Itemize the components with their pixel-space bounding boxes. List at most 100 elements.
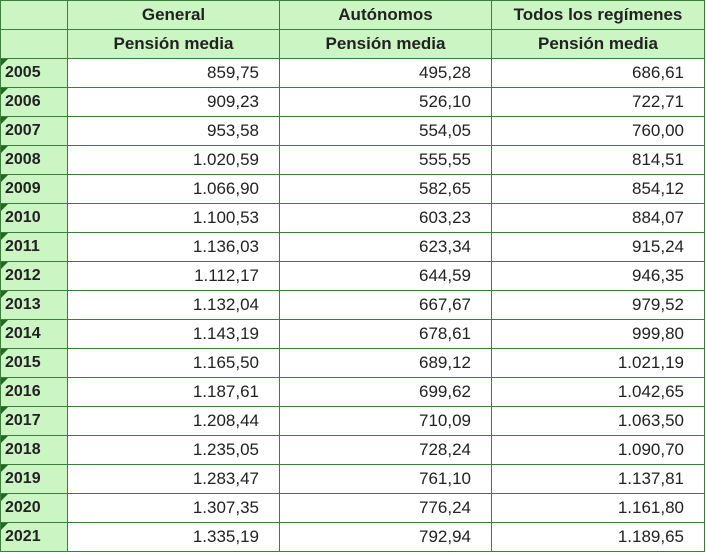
corner-cell[interactable] bbox=[0, 0, 68, 30]
year-cell[interactable]: 2013 bbox=[0, 290, 68, 320]
general-cell[interactable]: 1.165,50 bbox=[67, 348, 280, 378]
table-row: 2009 1.066,90 582,65 854,12 bbox=[0, 174, 705, 204]
general-cell[interactable]: 1.136,03 bbox=[67, 232, 280, 262]
todos-cell[interactable]: 1.021,19 bbox=[491, 348, 705, 378]
todos-cell[interactable]: 1.189,65 bbox=[491, 522, 705, 552]
todos-cell[interactable]: 1.161,80 bbox=[491, 493, 705, 523]
autonomos-cell[interactable]: 667,67 bbox=[279, 290, 492, 320]
general-cell[interactable]: 1.020,59 bbox=[67, 145, 280, 175]
autonomos-cell[interactable]: 554,05 bbox=[279, 116, 492, 146]
table-row: 2013 1.132,04 667,67 979,52 bbox=[0, 290, 705, 320]
general-cell[interactable]: 1.187,61 bbox=[67, 377, 280, 407]
todos-cell[interactable]: 884,07 bbox=[491, 203, 705, 233]
todos-cell[interactable]: 1.137,81 bbox=[491, 464, 705, 494]
general-cell[interactable]: 953,58 bbox=[67, 116, 280, 146]
todos-cell[interactable]: 686,61 bbox=[491, 58, 705, 88]
year-cell[interactable]: 2019 bbox=[0, 464, 68, 494]
cell-indicator-icon bbox=[1, 117, 8, 124]
general-cell[interactable]: 1.132,04 bbox=[67, 290, 280, 320]
year-label: 2016 bbox=[5, 383, 41, 400]
todos-cell[interactable]: 1.042,65 bbox=[491, 377, 705, 407]
table-row: 2011 1.136,03 623,34 915,24 bbox=[0, 232, 705, 262]
general-cell[interactable]: 1.235,05 bbox=[67, 435, 280, 465]
autonomos-cell[interactable]: 644,59 bbox=[279, 261, 492, 291]
year-cell[interactable]: 2018 bbox=[0, 435, 68, 465]
year-label: 2021 bbox=[5, 528, 41, 545]
table-row: 2005 859,75 495,28 686,61 bbox=[0, 58, 705, 88]
autonomos-cell[interactable]: 603,23 bbox=[279, 203, 492, 233]
subheader-general[interactable]: Pensión media bbox=[67, 29, 280, 59]
year-cell[interactable]: 2009 bbox=[0, 174, 68, 204]
year-cell[interactable]: 2020 bbox=[0, 493, 68, 523]
year-label: 2010 bbox=[5, 209, 41, 226]
autonomos-cell[interactable]: 526,10 bbox=[279, 87, 492, 117]
subheader-autonomos[interactable]: Pensión media bbox=[279, 29, 492, 59]
cell-indicator-icon bbox=[1, 407, 8, 414]
todos-cell[interactable]: 1.090,70 bbox=[491, 435, 705, 465]
todos-cell[interactable]: 760,00 bbox=[491, 116, 705, 146]
year-cell[interactable]: 2015 bbox=[0, 348, 68, 378]
general-cell[interactable]: 1.100,53 bbox=[67, 203, 280, 233]
general-cell[interactable]: 909,23 bbox=[67, 87, 280, 117]
table-row: 2010 1.100,53 603,23 884,07 bbox=[0, 203, 705, 233]
todos-cell[interactable]: 854,12 bbox=[491, 174, 705, 204]
year-cell[interactable]: 2017 bbox=[0, 406, 68, 436]
todos-cell[interactable]: 946,35 bbox=[491, 261, 705, 291]
autonomos-cell[interactable]: 792,94 bbox=[279, 522, 492, 552]
header-todos[interactable]: Todos los regímenes bbox=[491, 0, 705, 30]
year-cell[interactable]: 2014 bbox=[0, 319, 68, 349]
year-label: 2009 bbox=[5, 180, 41, 197]
general-cell[interactable]: 1.335,19 bbox=[67, 522, 280, 552]
year-cell[interactable]: 2021 bbox=[0, 522, 68, 552]
table-row: 2006 909,23 526,10 722,71 bbox=[0, 87, 705, 117]
todos-cell[interactable]: 999,80 bbox=[491, 319, 705, 349]
year-cell[interactable]: 2016 bbox=[0, 377, 68, 407]
table-row: 2017 1.208,44 710,09 1.063,50 bbox=[0, 406, 705, 436]
autonomos-cell[interactable]: 689,12 bbox=[279, 348, 492, 378]
autonomos-cell[interactable]: 582,65 bbox=[279, 174, 492, 204]
table-row: 2007 953,58 554,05 760,00 bbox=[0, 116, 705, 146]
year-label: 2020 bbox=[5, 499, 41, 516]
year-cell[interactable]: 2005 bbox=[0, 58, 68, 88]
cell-indicator-icon bbox=[1, 349, 8, 356]
year-cell[interactable]: 2006 bbox=[0, 87, 68, 117]
general-cell[interactable]: 1.143,19 bbox=[67, 319, 280, 349]
autonomos-cell[interactable]: 623,34 bbox=[279, 232, 492, 262]
year-cell[interactable]: 2007 bbox=[0, 116, 68, 146]
header-autonomos[interactable]: Autónomos bbox=[279, 0, 492, 30]
general-cell[interactable]: 1.208,44 bbox=[67, 406, 280, 436]
year-cell[interactable]: 2011 bbox=[0, 232, 68, 262]
todos-cell[interactable]: 915,24 bbox=[491, 232, 705, 262]
corner-cell-2[interactable] bbox=[0, 29, 68, 59]
autonomos-cell[interactable]: 678,61 bbox=[279, 319, 492, 349]
header-row-sub: Pensión media Pensión media Pensión medi… bbox=[0, 29, 705, 59]
general-cell[interactable]: 859,75 bbox=[67, 58, 280, 88]
general-cell[interactable]: 1.112,17 bbox=[67, 261, 280, 291]
autonomos-cell[interactable]: 761,10 bbox=[279, 464, 492, 494]
autonomos-cell[interactable]: 495,28 bbox=[279, 58, 492, 88]
cell-indicator-icon bbox=[1, 465, 8, 472]
table-row: 2019 1.283,47 761,10 1.137,81 bbox=[0, 464, 705, 494]
general-cell[interactable]: 1.283,47 bbox=[67, 464, 280, 494]
year-label: 2013 bbox=[5, 296, 41, 313]
general-cell[interactable]: 1.307,35 bbox=[67, 493, 280, 523]
todos-cell[interactable]: 979,52 bbox=[491, 290, 705, 320]
year-cell[interactable]: 2012 bbox=[0, 261, 68, 291]
autonomos-cell[interactable]: 555,55 bbox=[279, 145, 492, 175]
header-general[interactable]: General bbox=[67, 0, 280, 30]
autonomos-cell[interactable]: 728,24 bbox=[279, 435, 492, 465]
general-cell[interactable]: 1.066,90 bbox=[67, 174, 280, 204]
table-row: 2012 1.112,17 644,59 946,35 bbox=[0, 261, 705, 291]
subheader-todos[interactable]: Pensión media bbox=[491, 29, 705, 59]
year-cell[interactable]: 2008 bbox=[0, 145, 68, 175]
autonomos-cell[interactable]: 699,62 bbox=[279, 377, 492, 407]
autonomos-cell[interactable]: 710,09 bbox=[279, 406, 492, 436]
todos-cell[interactable]: 814,51 bbox=[491, 145, 705, 175]
cell-indicator-icon bbox=[1, 233, 8, 240]
table-row: 2018 1.235,05 728,24 1.090,70 bbox=[0, 435, 705, 465]
todos-cell[interactable]: 1.063,50 bbox=[491, 406, 705, 436]
cell-indicator-icon bbox=[1, 262, 8, 269]
autonomos-cell[interactable]: 776,24 bbox=[279, 493, 492, 523]
year-cell[interactable]: 2010 bbox=[0, 203, 68, 233]
todos-cell[interactable]: 722,71 bbox=[491, 87, 705, 117]
